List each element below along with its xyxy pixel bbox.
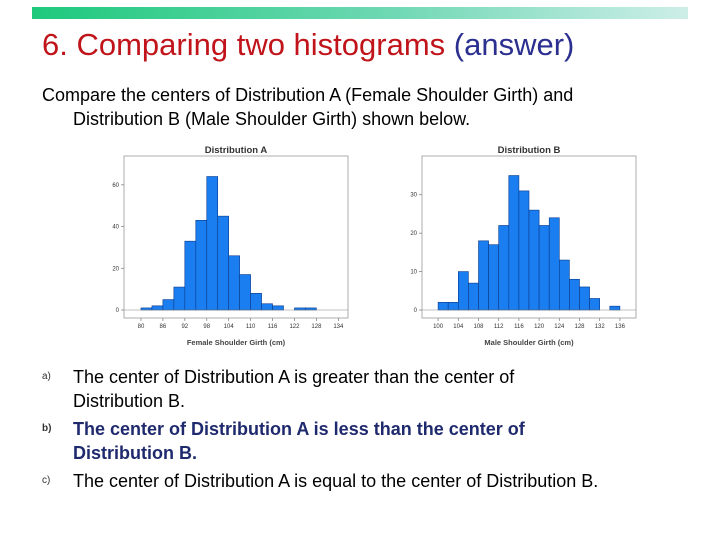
x-axis-label: Male Shoulder Girth (cm) <box>484 338 574 347</box>
x-axis-label: Female Shoulder Girth (cm) <box>187 338 286 347</box>
plot-frame <box>421 155 637 319</box>
x-tick-label: 128 <box>311 324 322 330</box>
answer-marker-c: c) <box>42 475 51 486</box>
histogram-bar <box>559 259 570 311</box>
y-tick-label: 0 <box>116 308 120 314</box>
answer-a-line-1: The center of Distribution A is greater … <box>73 367 515 387</box>
y-tick-label: 20 <box>112 266 119 272</box>
slide-title-suffix: (answer) <box>453 27 575 62</box>
x-tick-label: 98 <box>203 324 210 330</box>
histogram-bar <box>579 286 590 311</box>
x-tick-label: 134 <box>333 324 344 330</box>
y-tick-label: 20 <box>410 231 417 237</box>
answer-b-line-1: The center of Distribution A is less tha… <box>73 419 525 439</box>
answer-marker-b: b) <box>42 423 52 434</box>
histogram-bar <box>488 244 499 311</box>
histogram-bar <box>478 240 489 311</box>
question-line-2: Distribution B (Male Shoulder Girth) sho… <box>73 109 471 129</box>
histogram-bar <box>195 220 208 311</box>
histogram-bar <box>206 176 219 311</box>
x-tick-label: 124 <box>554 324 565 330</box>
x-tick-label: 112 <box>494 324 504 330</box>
histogram-bar <box>437 302 449 311</box>
answer-a-line-2: Distribution B. <box>73 391 186 411</box>
title-accent-bar <box>32 7 688 19</box>
chart-title: Distribution A <box>205 145 268 156</box>
answer-marker-a: a) <box>42 371 51 382</box>
chart-title: Distribution B <box>498 145 561 156</box>
histogram-bar <box>518 190 530 311</box>
y-tick-label: 10 <box>410 270 417 276</box>
answer-option-c[interactable]: c) The center of Distribution A is equal… <box>42 469 702 493</box>
y-tick-label: 60 <box>112 183 119 189</box>
histogram-bar <box>538 225 550 311</box>
x-tick-label: 128 <box>574 324 585 330</box>
histogram-bar <box>228 255 240 311</box>
histogram-bar <box>261 303 273 311</box>
histogram-bar <box>217 215 229 311</box>
slide-title-main: 6. Comparing two histograms <box>42 27 446 62</box>
x-tick-label: 108 <box>473 324 484 330</box>
histogram-distribution-b: Distribution B 0 10 20 30 100 104 108 112 116 120 1… <box>410 145 637 347</box>
x-tick-label: 136 <box>615 324 626 330</box>
x-tick-label: 122 <box>289 324 300 330</box>
histogram-bar <box>457 271 469 311</box>
histogram-bar <box>173 286 186 311</box>
histogram-bar <box>162 299 175 311</box>
histogram-bar <box>184 240 197 311</box>
histogram-distribution-a: Distribution A 0 20 40 60 80 86 92 98 104 110 116 12… <box>112 145 349 347</box>
answer-option-a[interactable]: a) The center of Distribution A is great… <box>42 365 702 413</box>
answer-list: a) The center of Distribution A is great… <box>42 365 702 497</box>
histogram-bar <box>151 305 164 311</box>
slide-title: 6. Comparing two histograms (answer) <box>42 26 574 64</box>
y-tick-label: 0 <box>414 308 418 314</box>
x-tick-label: 132 <box>595 324 606 330</box>
histogram-bar <box>609 305 621 311</box>
x-tick-label: 116 <box>268 324 278 330</box>
histogram-bar <box>508 175 520 311</box>
histogram-bar <box>272 305 284 311</box>
x-tick-label: 104 <box>453 324 464 330</box>
plot-frame <box>123 155 349 319</box>
x-tick-label: 120 <box>534 324 545 330</box>
histogram-bar <box>305 307 317 311</box>
histogram-bar <box>569 278 580 311</box>
answer-b-line-2: Distribution B. <box>73 443 197 463</box>
histogram-bar <box>589 298 601 311</box>
x-tick-label: 110 <box>246 324 256 330</box>
y-tick-label: 30 <box>410 193 417 199</box>
histogram-bar <box>528 209 540 311</box>
answer-option-b[interactable]: b) The center of Distribution A is less … <box>42 417 702 465</box>
x-tick-label: 100 <box>433 324 444 330</box>
x-tick-label: 80 <box>138 324 145 330</box>
histogram-bar <box>239 274 251 311</box>
histogram-bar <box>294 307 306 311</box>
answer-c-line-1: The center of Distribution A is equal to… <box>73 471 599 491</box>
x-tick-label: 92 <box>181 324 188 330</box>
histogram-bar <box>548 217 560 311</box>
histogram-bar <box>498 225 510 311</box>
x-tick-label: 116 <box>514 324 524 330</box>
histogram-bar <box>447 302 459 311</box>
histogram-bar <box>140 307 153 311</box>
x-tick-label: 86 <box>160 324 167 330</box>
question-line-1: Compare the centers of Distribution A (F… <box>42 85 574 105</box>
x-tick-label: 104 <box>224 324 235 330</box>
question-text: Compare the centers of Distribution A (F… <box>42 83 682 131</box>
histogram-bar <box>250 293 262 311</box>
y-tick-label: 40 <box>112 225 119 231</box>
histogram-bar <box>468 282 479 311</box>
